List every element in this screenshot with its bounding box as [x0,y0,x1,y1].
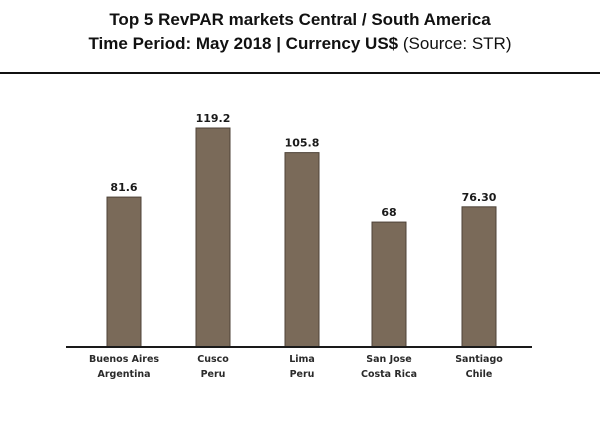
bar-4 [461,206,497,348]
value-label-4: 76.30 [462,191,497,204]
category-label-2-0: Lima [289,354,315,365]
category-label-0-0: Buenos Aires [89,354,159,365]
category-label-4-0: Santiago [455,354,503,365]
value-label-0: 81.6 [110,181,137,194]
category-label-3-0: San Jose [366,354,411,365]
chart-subtitle: Time Period: May 2018 | Currency US$ (So… [0,32,600,56]
bar-3 [371,221,407,348]
subtitle-source: (Source: STR) [402,34,512,53]
category-label-3-1: Costa Rica [361,369,417,380]
category-label-1-0: Cusco [197,354,229,365]
category-label-0-1: Argentina [97,369,150,380]
value-label-1: 119.2 [196,112,231,125]
bar-2 [284,152,320,348]
chart-header: Top 5 RevPAR markets Central / South Ame… [0,8,600,56]
subtitle-period-currency: Time Period: May 2018 | Currency US$ [88,34,399,53]
category-label-4-1: Chile [466,369,493,380]
bar-1 [195,127,231,348]
value-label-2: 105.8 [285,137,320,150]
chart-title: Top 5 RevPAR markets Central / South Ame… [109,10,491,29]
bar-0 [106,196,142,348]
value-label-3: 68 [381,206,396,219]
category-label-2-1: Peru [290,369,315,380]
header-divider [0,72,600,74]
category-label-1-1: Peru [201,369,226,380]
